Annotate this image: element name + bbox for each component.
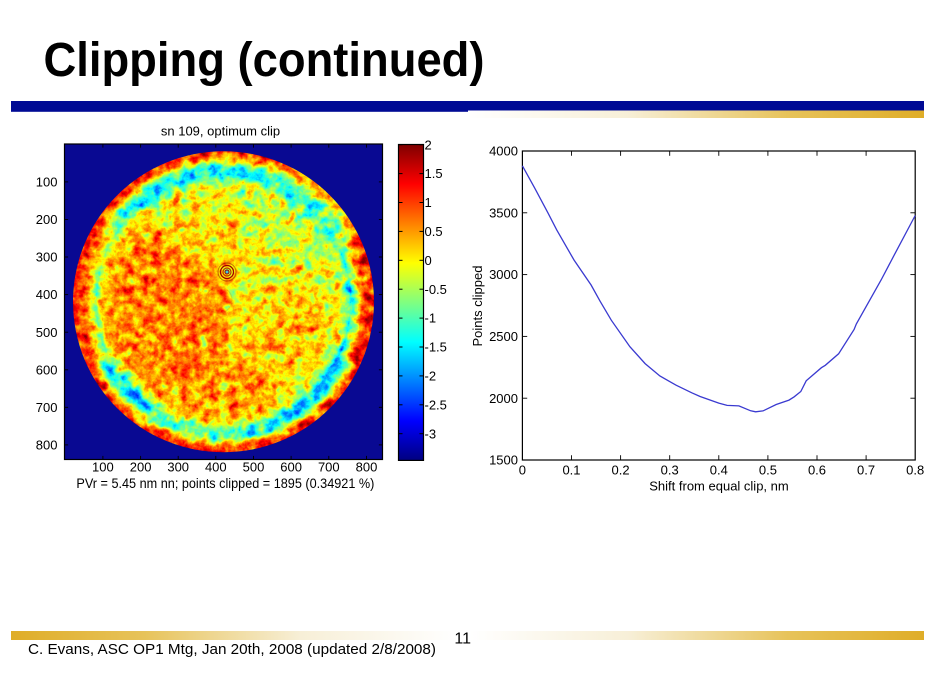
svg-text:2500: 2500 xyxy=(489,329,518,344)
svg-text:-1: -1 xyxy=(425,311,437,326)
svg-text:0.5: 0.5 xyxy=(759,463,777,478)
svg-text:1.5: 1.5 xyxy=(425,166,443,181)
svg-text:Shift from equal clip, nm: Shift from equal clip, nm xyxy=(649,478,788,493)
svg-text:300: 300 xyxy=(36,250,58,265)
svg-text:4000: 4000 xyxy=(489,144,518,159)
svg-text:Points clipped: Points clipped xyxy=(470,266,485,347)
svg-text:100: 100 xyxy=(92,460,114,475)
svg-text:1500: 1500 xyxy=(489,453,518,468)
svg-text:1: 1 xyxy=(425,195,432,210)
svg-text:-3: -3 xyxy=(425,426,437,441)
svg-text:500: 500 xyxy=(36,325,58,340)
svg-text:0.2: 0.2 xyxy=(612,463,630,478)
svg-text:100: 100 xyxy=(36,175,58,190)
svg-text:sn 109, optimum clip: sn 109, optimum clip xyxy=(161,124,280,139)
svg-text:0.6: 0.6 xyxy=(808,463,826,478)
svg-text:400: 400 xyxy=(205,460,227,475)
svg-text:-1.5: -1.5 xyxy=(425,340,447,355)
svg-text:800: 800 xyxy=(36,438,58,453)
svg-text:2000: 2000 xyxy=(489,391,518,406)
svg-text:700: 700 xyxy=(36,400,58,415)
svg-text:-0.5: -0.5 xyxy=(425,282,447,297)
svg-text:11: 11 xyxy=(454,630,471,647)
svg-text:600: 600 xyxy=(36,362,58,377)
svg-text:0: 0 xyxy=(425,253,432,268)
svg-text:PVr = 5.45 nm nn; points clipp: PVr = 5.45 nm nn; points clipped = 1895 … xyxy=(76,476,374,491)
svg-text:2: 2 xyxy=(425,137,432,152)
svg-text:0.5: 0.5 xyxy=(425,224,443,239)
svg-text:0.1: 0.1 xyxy=(562,463,580,478)
svg-text:-2.5: -2.5 xyxy=(425,397,447,412)
svg-text:3500: 3500 xyxy=(489,205,518,220)
svg-text:600: 600 xyxy=(280,460,302,475)
svg-text:200: 200 xyxy=(130,460,152,475)
svg-text:C. Evans, ASC OP1 Mtg, Jan 20t: C. Evans, ASC OP1 Mtg, Jan 20th, 2008 (u… xyxy=(28,641,436,658)
svg-text:0.8: 0.8 xyxy=(906,463,924,478)
svg-text:0.4: 0.4 xyxy=(710,463,728,478)
svg-text:300: 300 xyxy=(167,460,189,475)
svg-text:0.7: 0.7 xyxy=(857,463,875,478)
svg-text:0.3: 0.3 xyxy=(661,463,679,478)
svg-text:3000: 3000 xyxy=(489,267,518,282)
svg-text:0: 0 xyxy=(519,463,526,478)
svg-text:700: 700 xyxy=(318,460,340,475)
svg-text:200: 200 xyxy=(36,212,58,227)
svg-text:-2: -2 xyxy=(425,369,437,384)
svg-text:Clipping (continued): Clipping (continued) xyxy=(44,34,485,87)
svg-text:800: 800 xyxy=(356,460,378,475)
svg-text:500: 500 xyxy=(243,460,265,475)
svg-text:400: 400 xyxy=(36,287,58,302)
